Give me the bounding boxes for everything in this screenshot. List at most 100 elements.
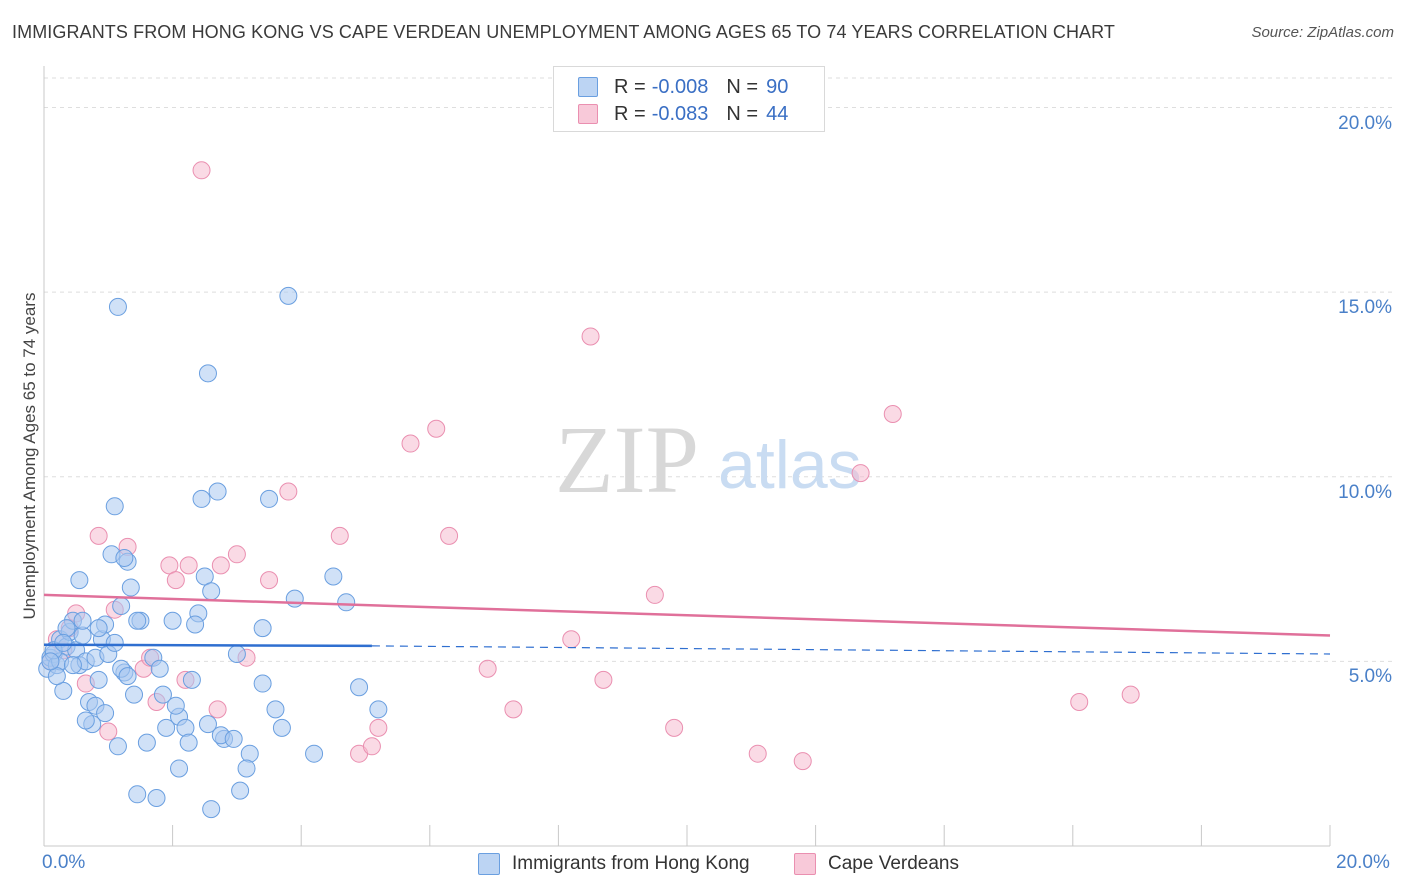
chart-title: IMMIGRANTS FROM HONG KONG VS CAPE VERDEA… <box>12 22 1116 42</box>
data-point <box>179 556 198 575</box>
watermark-atlas: atlas <box>718 427 862 503</box>
trend-line-hong-kong <box>43 643 372 648</box>
data-point <box>198 715 217 734</box>
y-tick-label: 5.0% <box>1348 666 1392 688</box>
data-point <box>240 744 259 763</box>
data-point <box>227 645 246 663</box>
data-point <box>163 611 182 630</box>
data-point <box>211 556 230 575</box>
x-tick-max: 20.0% <box>1336 852 1390 873</box>
data-point <box>96 704 115 723</box>
data-point <box>157 718 176 737</box>
data-point <box>851 464 870 483</box>
data-point <box>202 800 221 819</box>
data-point <box>125 685 144 704</box>
data-point <box>330 526 349 545</box>
data-point <box>63 656 82 675</box>
correlation-legend: R = -0.008 N = 90 R = -0.083 N = 44 <box>553 66 825 132</box>
data-point <box>128 611 147 630</box>
x-tick-min: 0.0% <box>42 852 86 873</box>
data-point <box>105 633 124 652</box>
data-point <box>478 659 497 678</box>
data-point <box>231 781 250 800</box>
data-point <box>350 678 369 697</box>
data-point <box>594 670 613 689</box>
data-point <box>54 633 73 652</box>
data-point <box>224 729 243 748</box>
source-label: Source: ZipAtlas.com <box>1251 24 1394 41</box>
data-point <box>186 615 205 634</box>
data-point <box>57 619 76 638</box>
data-point <box>76 711 95 730</box>
data-point <box>1070 693 1089 711</box>
legend-row-hong-kong: R = -0.008 N = 90 <box>578 75 806 99</box>
data-point <box>89 670 108 689</box>
data-point <box>108 297 127 316</box>
data-point <box>179 733 198 752</box>
data-point <box>202 582 221 601</box>
blue-swatch <box>578 77 598 97</box>
data-point <box>115 549 134 567</box>
data-point <box>581 327 600 346</box>
data-point <box>208 700 227 719</box>
data-point <box>128 785 147 804</box>
data-point <box>182 670 201 689</box>
data-point <box>73 611 92 630</box>
legend-label: Cape Verdeans <box>828 853 959 874</box>
data-point <box>237 759 256 778</box>
legend-item-hong-kong[interactable]: Immigrants from Hong Kong <box>478 852 750 876</box>
gridlines <box>44 77 1392 662</box>
pink-swatch <box>578 104 598 124</box>
data-point <box>227 545 246 564</box>
data-point <box>369 718 388 737</box>
data-point <box>1121 685 1140 704</box>
data-point <box>253 619 272 638</box>
data-point <box>192 161 211 180</box>
data-point <box>272 718 291 737</box>
n-value: 44 <box>766 102 789 125</box>
data-point <box>166 571 185 590</box>
data-point <box>170 759 189 778</box>
pink-swatch <box>794 853 816 875</box>
r-value: -0.083 <box>651 102 709 125</box>
data-point <box>137 733 156 752</box>
data-point <box>260 571 279 590</box>
data-point <box>99 722 118 741</box>
data-point <box>285 589 304 608</box>
data-point <box>562 630 581 649</box>
data-point <box>401 434 420 453</box>
data-point <box>166 696 185 715</box>
data-point <box>665 718 684 737</box>
data-point <box>121 578 140 597</box>
data-point <box>883 405 902 423</box>
data-point <box>748 744 767 763</box>
r-label: R = <box>614 102 646 125</box>
data-point <box>176 718 195 737</box>
data-point <box>253 674 272 693</box>
data-point <box>105 497 124 516</box>
r-value: -0.008 <box>651 75 709 98</box>
data-point <box>793 752 812 771</box>
data-point <box>89 619 108 638</box>
data-point <box>337 593 356 612</box>
legend-item-cape-verdeans[interactable]: Cape Verdeans <box>794 852 959 876</box>
data-point <box>153 685 172 704</box>
data-point <box>208 482 227 501</box>
data-point <box>118 667 137 686</box>
legend-label: Immigrants from Hong Kong <box>512 853 750 874</box>
n-label: N = <box>726 102 759 125</box>
data-point <box>260 489 279 508</box>
data-point <box>279 482 298 501</box>
data-point <box>41 652 60 671</box>
data-point <box>108 737 127 756</box>
data-point <box>266 700 285 719</box>
data-point <box>279 286 298 305</box>
data-point <box>70 571 89 590</box>
trend-lines <box>43 593 1331 655</box>
y-tick-label: 10.0% <box>1338 481 1392 503</box>
data-point <box>305 744 324 763</box>
n-value: 90 <box>766 75 789 98</box>
data-point <box>112 597 131 615</box>
trend-line-hong-kong-extension <box>371 645 1331 655</box>
